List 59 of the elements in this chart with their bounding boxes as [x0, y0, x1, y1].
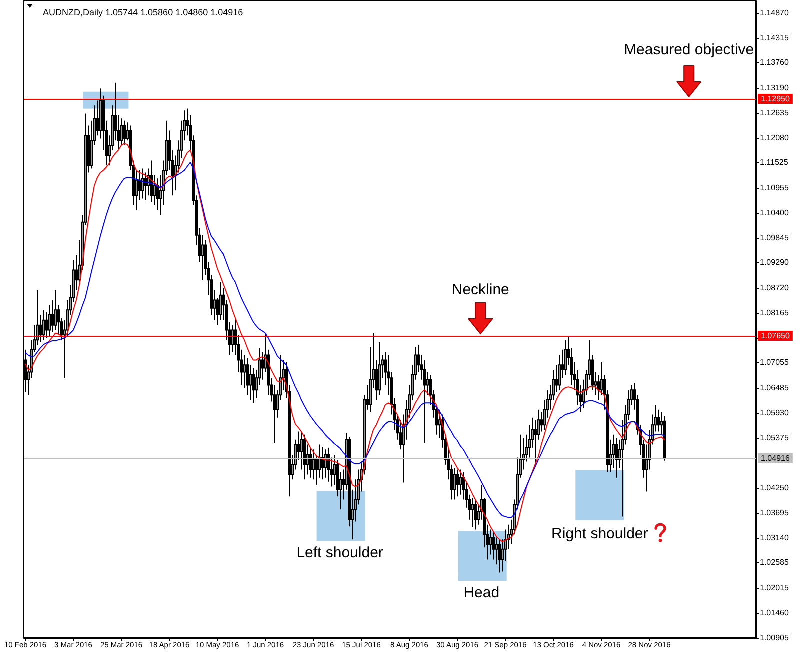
y-tick-label: 1.09290	[760, 258, 790, 268]
candlestick	[252, 368, 255, 404]
candlestick	[474, 499, 477, 530]
candlestick	[492, 531, 495, 560]
annotation: Neckline	[452, 282, 510, 299]
y-tick-label: 1.13760	[760, 58, 790, 68]
candlestick	[498, 539, 501, 574]
y-tick-label: 1.14870	[760, 8, 790, 18]
candlestick	[453, 468, 456, 500]
ref-line-label: 1.04916	[761, 454, 790, 463]
y-tick-label: 1.06485	[760, 384, 790, 393]
candlestick	[564, 340, 567, 376]
y-tick-label: 1.01460	[760, 608, 790, 618]
candlestick	[150, 160, 153, 203]
y-tick-label: 1.02015	[760, 584, 790, 593]
y-tick-label: 1.14315	[760, 33, 790, 42]
candlestick	[423, 360, 426, 444]
annotation: Left shoulder	[296, 544, 384, 562]
y-tick-label: 1.09845	[760, 233, 790, 242]
candlestick	[456, 469, 459, 498]
y-tick-label: 1.04250	[760, 484, 790, 493]
y-tick-label: 1.13190	[760, 84, 790, 93]
y-tick-label: 1.05375	[760, 433, 790, 442]
candlestick	[489, 529, 492, 556]
candlestick	[54, 290, 57, 331]
annotation: Right shoulder	[552, 526, 648, 543]
candlestick	[48, 304, 51, 337]
y-tick-label: 1.03695	[760, 508, 790, 518]
y-tick-label: 1.08720	[760, 284, 790, 293]
candlestick	[144, 172, 147, 202]
candlestick	[141, 168, 144, 200]
candlestick	[309, 447, 312, 478]
candlestick	[663, 416, 666, 462]
y-tick-label: 1.12635	[760, 108, 790, 118]
y-tick-label: 1.08165	[760, 308, 790, 318]
y-tick-label: 1.10400	[760, 208, 790, 218]
candlestick	[120, 118, 123, 146]
candlestick	[471, 497, 474, 528]
y-tick-label: 1.02585	[760, 558, 790, 568]
candlestick	[246, 357, 249, 396]
ref-line-label: 1.12950	[761, 94, 790, 104]
candlestick	[657, 409, 660, 432]
y-tick-label: 1.11525	[760, 158, 789, 168]
y-tick-label: 1.00905	[760, 633, 790, 642]
y-tick-label: 1.03140	[760, 533, 790, 542]
text: AUDNZD,Daily 1.05744 1.05860 1.04860 1.04916	[43, 8, 244, 18]
y-tick-label: 1.05930	[760, 408, 790, 418]
candlestick	[303, 434, 306, 480]
y-tick-label: 1.07055	[760, 358, 790, 368]
annotation: Measured objective	[624, 41, 754, 58]
candlestick	[42, 310, 45, 341]
y-tick-label: 1.12080	[760, 133, 790, 142]
annotation: Head	[464, 584, 500, 602]
y-tick-label: 1.10955	[760, 184, 790, 193]
candlestick	[321, 446, 324, 480]
candlestick	[615, 438, 618, 478]
candlestick	[123, 120, 126, 146]
ref-line-label: 1.07650	[761, 332, 790, 341]
candlestick	[378, 342, 381, 396]
